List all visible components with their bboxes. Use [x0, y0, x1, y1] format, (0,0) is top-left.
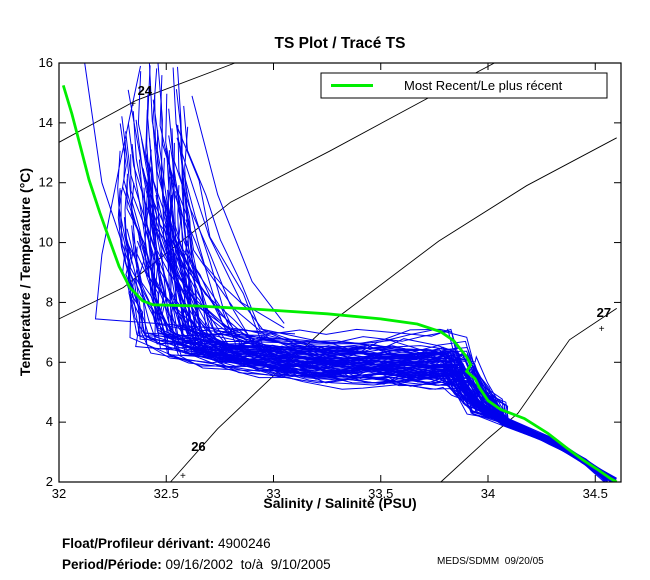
contour-line — [440, 308, 617, 483]
x-tick-label: 34.5 — [583, 486, 608, 501]
contour-tick: + — [130, 99, 136, 110]
profile-line — [176, 191, 607, 479]
profile-line — [183, 105, 616, 482]
x-tick-label: 33 — [266, 486, 280, 501]
profile-line — [157, 63, 612, 482]
y-tick-label: 6 — [46, 354, 53, 369]
profiles-layer — [84, 63, 617, 482]
outlier-profile-line — [84, 63, 156, 315]
profile-line — [172, 67, 617, 480]
credit-text: MEDS/SDMM 09/20/05 — [437, 556, 544, 567]
y-tick-label: 4 — [46, 414, 53, 429]
y-tick-label: 14 — [39, 115, 53, 130]
y-axis-label: Temperature / Température (°C) — [17, 168, 33, 376]
outlier-profile-line — [191, 95, 285, 324]
contours-layer — [58, 62, 617, 483]
profile-line — [156, 130, 615, 481]
outlier-profile-line — [94, 65, 296, 335]
contour-label: 26 — [191, 439, 205, 454]
most-recent-line — [61, 84, 618, 482]
profile-line — [184, 126, 613, 482]
contour-line — [170, 137, 617, 483]
profile-line — [147, 65, 617, 480]
profile-line — [171, 128, 615, 480]
x-tick-label: 32.5 — [154, 486, 179, 501]
profile-line — [173, 142, 611, 481]
profile-line — [160, 96, 611, 480]
profile-line — [179, 114, 615, 480]
y-tick-label: 8 — [46, 294, 53, 309]
chart-title: TS Plot / Tracé TS — [275, 35, 406, 52]
profile-line — [166, 147, 614, 481]
contour-tick: + — [599, 324, 605, 335]
contour-tick: + — [180, 471, 186, 482]
period-label: Period/Période: — [62, 557, 162, 572]
profile-line — [132, 111, 606, 479]
x-tick-label: 33.5 — [368, 486, 393, 501]
profile-line — [171, 154, 617, 479]
profile-line — [148, 63, 614, 482]
profile-line — [131, 225, 608, 480]
profile-line — [177, 66, 605, 480]
contour-line — [58, 62, 236, 143]
profile-line — [165, 223, 609, 482]
contour-labels-layer: 24+26+27+ — [130, 83, 611, 482]
y-tick-label: 16 — [39, 55, 53, 70]
legend: Most Recent/Le plus récent — [320, 72, 608, 99]
contour-label: 24 — [138, 83, 153, 98]
profile-line — [159, 75, 617, 482]
plot-border — [58, 62, 622, 483]
profile-line — [145, 109, 608, 482]
y-tick-label: 10 — [39, 235, 53, 250]
profile-line — [150, 195, 612, 479]
profile-line — [152, 68, 617, 481]
float-label: Float/Profileur dérivant: — [62, 536, 215, 551]
profile-line — [137, 71, 611, 480]
most-recent-layer — [61, 84, 618, 482]
x-tick-label: 34 — [481, 486, 495, 501]
x-tick-label: 32 — [52, 486, 66, 501]
period-line: Period/Période: 09/16/2002 to/à 9/10/200… — [62, 557, 331, 572]
y-tick-label: 2 — [46, 474, 53, 489]
y-tick-label: 12 — [39, 175, 53, 190]
profile-line — [152, 99, 614, 480]
float-value: 4900246 — [214, 536, 271, 551]
profile-line — [135, 119, 607, 478]
period-value: 09/16/2002 to/à 9/10/2005 — [161, 557, 331, 572]
profile-line — [168, 108, 612, 482]
profile-line — [131, 144, 607, 479]
float-id-line: Float/Profileur dérivant: 4900246 — [62, 536, 271, 551]
x-axis-label: Salinity / Salinité (PSU) — [263, 495, 416, 511]
legend-label: Most Recent/Le plus récent — [404, 78, 563, 93]
outlier-profile-line — [176, 137, 285, 329]
contour-label: 27 — [597, 305, 611, 320]
